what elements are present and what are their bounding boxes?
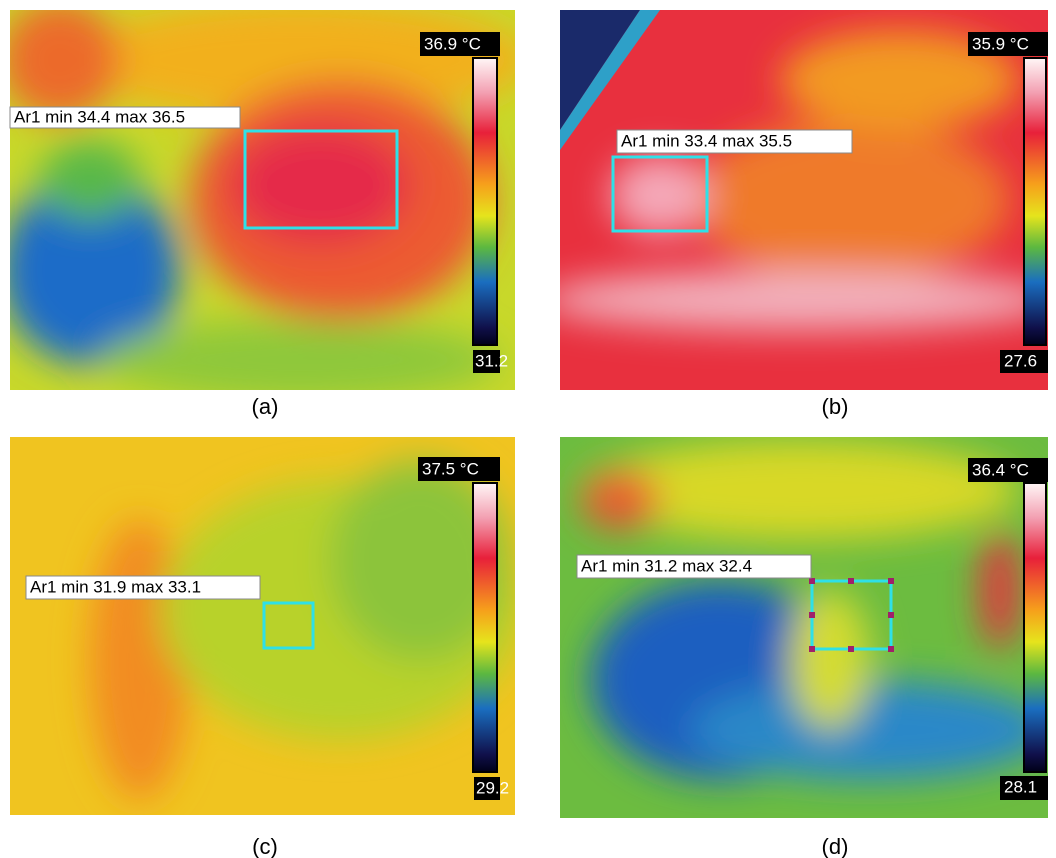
caption: (a): [252, 394, 279, 419]
caption: (b): [822, 394, 849, 419]
thermal-image-d: [560, 437, 1048, 818]
color-bar-b: 35.9 °C 27.6: [968, 32, 1048, 373]
scale-min: 29.2: [476, 778, 509, 797]
roi-label: Ar1 min 33.4 max 35.5: [621, 131, 792, 150]
color-bar-a: 36.9 °C 31.2: [420, 32, 508, 373]
roi-label: Ar1 min 34.4 max 36.5: [14, 107, 185, 126]
roi-label: Ar1 min 31.9 max 33.1: [30, 577, 201, 596]
scale-min: 28.1: [1004, 777, 1037, 796]
roi-box: [243, 129, 399, 230]
color-bar-d: 36.4 °C 28.1: [968, 458, 1048, 800]
scale-min: 27.6: [1004, 351, 1037, 370]
scale-max: 36.4 °C: [972, 460, 1029, 479]
roi-box: [809, 578, 894, 652]
caption: (d): [822, 834, 849, 858]
roi-label-box: [9, 106, 241, 129]
roi-label-box: [576, 554, 812, 579]
roi-box: [262, 601, 315, 650]
roi-label: Ar1 min 31.2 max 32.4: [581, 556, 752, 575]
color-bar-c: 37.5 °C 29.2: [418, 457, 509, 800]
thermal-image-b: [560, 10, 1048, 390]
scale-max: 37.5 °C: [422, 459, 479, 478]
scale-max: 35.9 °C: [972, 34, 1029, 53]
scale-max: 36.9 °C: [424, 34, 481, 53]
roi-box: [611, 155, 709, 233]
roi-label-box: [616, 129, 853, 154]
scale-min: 31.2: [475, 351, 508, 370]
thermal-image-a: [10, 10, 515, 390]
caption: (c): [252, 834, 278, 858]
roi-label-box: [25, 575, 261, 600]
